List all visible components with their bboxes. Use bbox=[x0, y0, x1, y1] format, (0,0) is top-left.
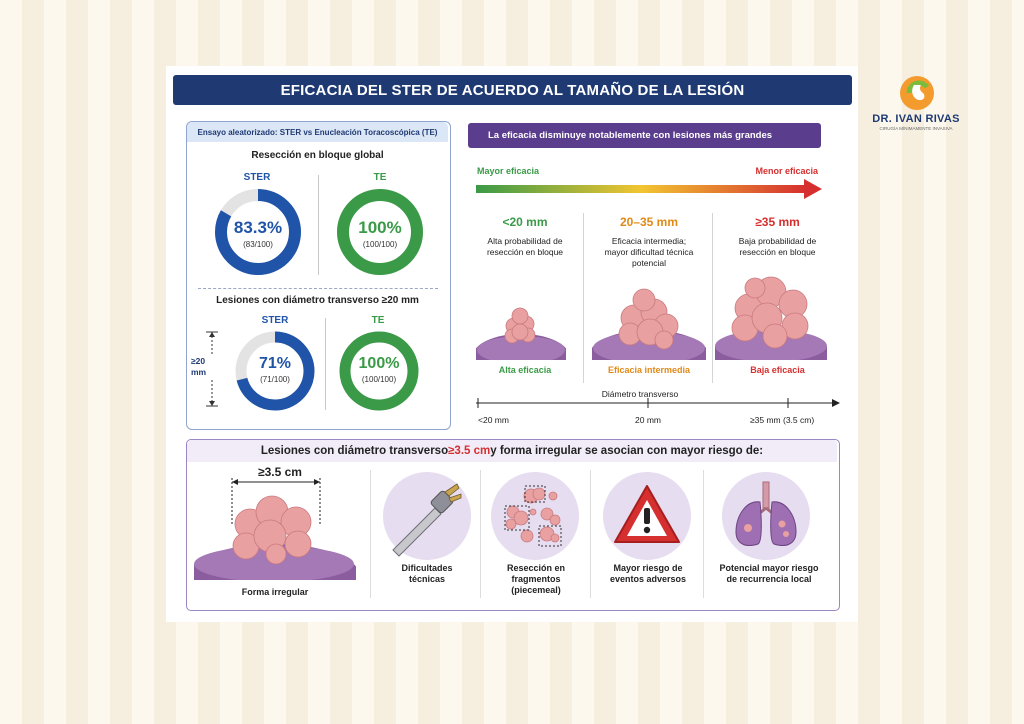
caption-line: Resección en bbox=[506, 563, 566, 573]
desc-line: Baja probabilidad de bbox=[738, 236, 817, 246]
te-label-2: TE bbox=[371, 315, 385, 326]
te-large-count: (100/100) bbox=[361, 375, 397, 384]
ster-global-count: (83/100) bbox=[243, 240, 273, 249]
te-global-pct: 100% bbox=[358, 218, 402, 237]
column-divider-1 bbox=[583, 213, 584, 383]
ster-large-pct: 71% bbox=[258, 355, 292, 372]
axis-tick-20: 20 mm bbox=[635, 415, 661, 425]
caption-line: (piecemeal) bbox=[511, 585, 561, 595]
caption-line: Mayor riesgo de bbox=[613, 563, 683, 573]
surgical-instrument-icon bbox=[383, 472, 471, 560]
desc-large: Baja probabilidad de resección en bloque bbox=[720, 236, 835, 258]
caption-line: Potencial mayor riesgo bbox=[719, 563, 819, 573]
te-global-count: (100/100) bbox=[362, 240, 398, 249]
desc-line: resección en bloque bbox=[739, 247, 816, 257]
diameter-axis bbox=[476, 398, 840, 408]
size-heading-medium: 20–35 mm bbox=[619, 215, 679, 229]
axis-tick-small: <20 mm bbox=[478, 415, 509, 425]
size-label-line-1: ≥20 bbox=[191, 356, 206, 366]
axis-title: Diámetro transverso bbox=[601, 389, 679, 399]
section-title-global: Resección en bloque global bbox=[251, 150, 384, 161]
risk-divider-3 bbox=[703, 470, 704, 598]
ster-large-count: (71/100) bbox=[260, 375, 290, 384]
ster-donut-global bbox=[215, 189, 301, 275]
risk-header-post: y forma irregular se asocian con mayor r… bbox=[490, 445, 764, 457]
desc-line: Alta probabilidad de bbox=[487, 236, 563, 246]
ster-label-2: STER bbox=[261, 315, 289, 326]
te-donut-large bbox=[339, 331, 419, 411]
risk-header: Lesiones con diámetro transverso ≥3.5 cm… bbox=[187, 440, 837, 462]
caption-line: Dificultades bbox=[401, 563, 453, 573]
ster-donut-large bbox=[235, 331, 315, 411]
ster-global-pct: 83.3% bbox=[233, 218, 283, 237]
ster-label: STER bbox=[243, 172, 271, 183]
desc-line: mayor dificultad técnica bbox=[604, 247, 694, 257]
brand-tagline: CIRUGÍA MÍNIMAMENTE INVASIVA bbox=[879, 126, 953, 131]
efficacy-gradient-arrow-icon bbox=[476, 179, 822, 199]
risk-caption-recurrence: Potencial mayor riesgo de recurrencia lo… bbox=[708, 563, 830, 585]
risk-caption-piecemeal: Resección en fragmentos (piecemeal) bbox=[484, 563, 588, 596]
fragments-icon bbox=[491, 472, 579, 560]
axis-tick-35: ≥35 mm (3.5 cm) bbox=[750, 415, 815, 425]
efficacy-banner: La eficacia disminuye notablemente con l… bbox=[468, 123, 821, 148]
size-label-line-2: mm bbox=[191, 367, 207, 377]
risk-divider-0 bbox=[370, 470, 371, 598]
size-label: ≥20 mm bbox=[191, 356, 213, 378]
risk-header-highlight: ≥3.5 cm bbox=[448, 445, 491, 457]
risk-header-pre: Lesiones con diámetro transverso bbox=[260, 445, 449, 457]
brand-name: DR. IVAN RIVAS bbox=[872, 113, 960, 125]
gradient-label-left: Mayor eficacia bbox=[477, 166, 540, 176]
medium-lesion-illustration bbox=[592, 288, 706, 360]
stomach-logo-icon bbox=[897, 73, 937, 113]
measure-label: ≥3.5 cm bbox=[258, 465, 302, 479]
risk-divider-1 bbox=[480, 470, 481, 598]
trial-header: Ensayo aleatorizado: STER vs Enucleación… bbox=[187, 122, 448, 142]
efficacy-medium: Eficacia intermedia bbox=[607, 365, 691, 375]
risk-caption-adverse: Mayor riesgo de eventos adversos bbox=[595, 563, 701, 585]
irregular-lesion-illustration bbox=[194, 478, 356, 580]
small-lesion-illustration bbox=[476, 307, 566, 360]
divider bbox=[318, 175, 319, 275]
irregular-shape-caption: Forma irregular bbox=[241, 587, 309, 597]
divider-2 bbox=[325, 318, 326, 410]
te-large-pct: 100% bbox=[358, 355, 400, 372]
caption-line: técnicas bbox=[408, 574, 446, 584]
desc-line: resección en bloque bbox=[486, 247, 564, 257]
size-heading-small: <20 mm bbox=[502, 215, 548, 229]
section-separator bbox=[198, 288, 438, 289]
gradient-label-right: Menor eficacia bbox=[755, 166, 818, 176]
caption-line: de recurrencia local bbox=[726, 574, 812, 584]
risk-caption-technical: Dificultades técnicas bbox=[375, 563, 479, 585]
desc-medium: Eficacia intermedia; mayor dificultad té… bbox=[590, 236, 708, 269]
large-lesion-illustration bbox=[715, 276, 827, 360]
desc-small: Alta probabilidad de resección en bloque bbox=[470, 236, 580, 258]
te-donut-global bbox=[337, 189, 423, 275]
desc-line: potencial bbox=[631, 258, 667, 268]
efficacy-high: Alta eficacia bbox=[498, 365, 552, 375]
section-title-large: Lesiones con diámetro transverso ≥20 mm bbox=[216, 295, 419, 306]
warning-icon bbox=[603, 472, 691, 560]
risk-divider-2 bbox=[590, 470, 591, 598]
column-divider-2 bbox=[712, 213, 713, 383]
caption-line: fragmentos bbox=[511, 574, 561, 584]
efficacy-low: Baja eficacia bbox=[750, 365, 805, 375]
te-label: TE bbox=[373, 172, 387, 183]
desc-line: Eficacia intermedia; bbox=[611, 236, 687, 246]
caption-line: eventos adversos bbox=[609, 574, 687, 584]
page-title: EFICACIA DEL STER DE ACUERDO AL TAMAÑO D… bbox=[173, 75, 852, 105]
lungs-icon bbox=[722, 472, 810, 560]
size-heading-large: ≥35 mm bbox=[755, 215, 800, 229]
